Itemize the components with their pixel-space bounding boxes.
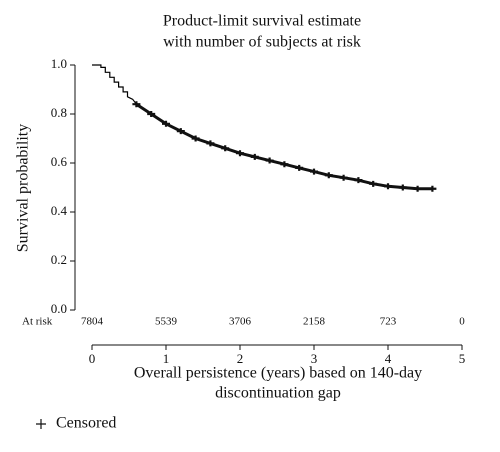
- x-axis-label: Overall persistence (years) based on 140…: [134, 365, 422, 382]
- at-risk-label: At risk: [22, 316, 53, 328]
- at-risk-value: 723: [380, 316, 397, 328]
- censored-band: [135, 102, 433, 191]
- x-tick-label: 4: [385, 351, 392, 366]
- x-tick-label: 3: [311, 351, 318, 366]
- y-tick-label: 0.0: [51, 301, 67, 316]
- y-tick-label: 0.6: [51, 154, 68, 169]
- x-tick-label: 0: [89, 351, 96, 366]
- chart-title: with number of subjects at risk: [163, 34, 361, 51]
- chart-title: Product-limit survival estimate: [163, 13, 361, 30]
- at-risk-value: 3706: [229, 316, 252, 328]
- at-risk-value: 7804: [81, 316, 104, 328]
- at-risk-value: 0: [459, 316, 465, 328]
- legend-symbol: [36, 419, 46, 429]
- survival-curve: [92, 64, 433, 190]
- y-axis-label: Survival probability: [15, 124, 32, 252]
- y-tick-label: 0.2: [51, 252, 67, 267]
- y-tick-label: 0.8: [51, 105, 67, 120]
- y-tick-label: 1.0: [51, 56, 67, 71]
- at-risk-value: 2158: [303, 316, 326, 328]
- x-tick-label: 1: [163, 351, 170, 366]
- at-risk-value: 5539: [155, 316, 178, 328]
- legend-label: Censored: [56, 415, 116, 432]
- x-axis-label: discontinuation gap: [215, 385, 341, 402]
- y-tick-label: 0.4: [51, 203, 68, 218]
- x-tick-label: 5: [459, 351, 466, 366]
- x-tick-label: 2: [237, 351, 244, 366]
